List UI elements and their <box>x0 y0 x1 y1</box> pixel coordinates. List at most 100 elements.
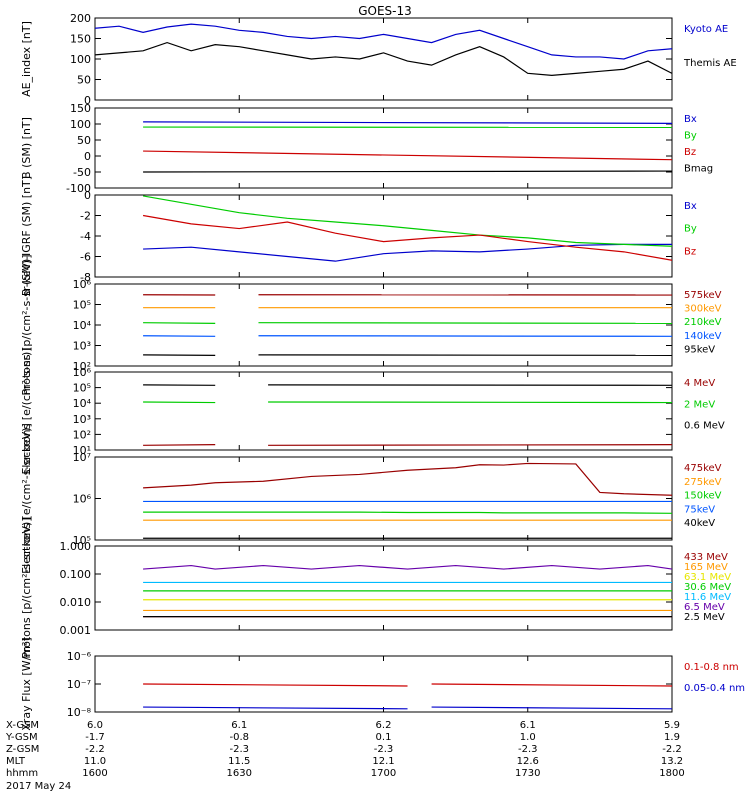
series-line-0-1-0-8-nm <box>143 683 408 687</box>
y-tick-label: -50 <box>73 166 91 179</box>
x-axis-value-z-gsm: -2.3 <box>518 744 538 755</box>
x-axis-value-mlt: 11.0 <box>84 756 106 767</box>
legend-entry: Themis AE <box>683 58 737 69</box>
series-line-475kev <box>143 462 673 496</box>
series-line-150kev <box>143 511 673 514</box>
x-axis-value-hhmm: 1800 <box>659 768 684 779</box>
legend-entry: Kyoto AE <box>684 24 728 35</box>
legend-entry: 2 MeV <box>684 399 715 410</box>
x-axis-row-label: hhmm <box>6 768 38 779</box>
panel-frame <box>94 371 673 451</box>
panel-frame <box>94 194 673 278</box>
series-line-bz <box>142 214 673 261</box>
panel-2: -100 -50 0 50 100 150 B (SM) [nT] Bx By Bz Bmag <box>20 102 713 195</box>
x-axis-value-mlt: 12.1 <box>372 756 394 767</box>
y-tick-label: 150 <box>70 102 91 115</box>
x-axis-value-mlt: 13.2 <box>661 756 683 767</box>
y-tick-label: 10³ <box>73 340 91 353</box>
x-axis-value-x-gsm: 6.2 <box>376 720 392 731</box>
legend-entry: By <box>684 224 697 235</box>
x-axis-value-x-gsm: 6.1 <box>231 720 247 731</box>
legend-entry: 210keV <box>684 317 722 328</box>
legend-entry: 30.6 MeV <box>684 582 731 593</box>
y-tick-label: -6 <box>80 251 91 264</box>
legend-entry: 275keV <box>684 477 722 488</box>
series-line-0-1-0-8-nm <box>431 683 673 687</box>
y-tick-label: 10⁵ <box>73 382 91 395</box>
series-line-2-mev <box>143 401 216 404</box>
y-tick-label: 10⁴ <box>73 397 92 410</box>
panel-7: 0.001 0.010 0.100 1.000 Protons [p/(cm²-s-sr… <box>20 517 731 658</box>
y-tick-label: 10⁻⁶ <box>67 650 92 663</box>
y-tick-label: 10⁵ <box>73 299 91 312</box>
x-axis-row-label: 2017 May 24 <box>6 781 71 792</box>
x-axis-value-hhmm: 1730 <box>515 768 540 779</box>
series-line-0-05-0-4-nm <box>143 706 408 710</box>
x-axis-value-y-gsm: 0.1 <box>376 732 392 743</box>
y-tick-label: 0 <box>84 94 91 107</box>
y-tick-label: -8 <box>80 271 91 284</box>
legend-entry: Bmag <box>684 164 713 175</box>
panel-5: 10¹ 10² 10³ 10⁴ 10⁵ 10⁶ Electrons [e/(cm²-s-sr… <box>20 347 725 474</box>
series-line-bx <box>143 121 673 124</box>
series-line-95kev <box>143 354 216 356</box>
x-axis-value-hhmm: 1600 <box>82 768 107 779</box>
x-axis-value-y-gsm: -1.7 <box>85 732 105 743</box>
series-line-bx <box>143 243 672 262</box>
legend-entry: 6.5 MeV <box>684 602 725 613</box>
panel-4: 10² 10³ 10⁴ 10⁵ 10⁶ Protons [p/(cm²-s-sr-keV)… <box>20 254 722 395</box>
y-tick-label: 150 <box>70 33 91 46</box>
legend-entry: 95keV <box>684 344 715 355</box>
x-axis-row-label: X-GSM <box>6 720 39 731</box>
series-line-bz <box>143 150 673 161</box>
series-line-210kev <box>258 322 673 324</box>
y-tick-label: 10⁷ <box>73 451 91 464</box>
y-axis-label: AE_index [nT] <box>20 21 33 97</box>
y-tick-label: 10⁵ <box>73 534 91 547</box>
x-axis-value-y-gsm: 1.0 <box>520 732 536 743</box>
y-axis-label: Protons [p/(cm²-s-sr-keV)] <box>20 517 33 658</box>
y-tick-label: 100 <box>70 53 91 66</box>
x-axis-value-y-gsm: -0.8 <box>229 732 249 743</box>
legend-entry: By <box>684 131 697 142</box>
y-tick-label: 0 <box>84 189 91 202</box>
y-tick-label: 10⁶ <box>73 493 92 506</box>
legend-entry: 575keV <box>684 290 722 301</box>
legend-entry: 475keV <box>684 463 722 474</box>
legend-entry: 40keV <box>684 518 715 529</box>
y-tick-label: 50 <box>77 74 91 87</box>
y-axis-label: Xray Flux [W/m²] <box>20 637 33 730</box>
y-tick-label: 10² <box>73 428 91 441</box>
y-tick-label: 10² <box>73 360 91 373</box>
x-axis-row-label: Y-GSM <box>5 732 38 743</box>
legend-entry: 11.6 MeV <box>684 592 731 603</box>
y-tick-label: 0.001 <box>60 624 92 637</box>
series-line-themis-ae <box>94 41 673 77</box>
legend-entry: 150keV <box>684 491 722 502</box>
x-axis-value-hhmm: 1630 <box>227 768 252 779</box>
plot-title: GOES-13 <box>358 4 412 18</box>
series-line-140kev <box>258 335 673 337</box>
series-line-2-mev <box>268 401 673 404</box>
legend-entry: 75keV <box>684 504 715 515</box>
y-tick-label: 10⁻⁸ <box>67 706 92 719</box>
panel-frame <box>94 107 673 189</box>
panel-3: -8 -6 -4 -2 0 B (SM)-IGRF (SM) [nT] Bx By Bz <box>20 176 697 296</box>
legend-entry: 433 MeV <box>684 552 728 563</box>
y-tick-label: 10⁶ <box>73 366 92 379</box>
y-axis-label: B (SM) [nT] <box>20 117 33 179</box>
y-tick-label: 10¹ <box>73 444 91 457</box>
panel-frame <box>94 17 673 101</box>
x-axis-value-mlt: 11.5 <box>228 756 250 767</box>
series-line-4-mev <box>268 444 673 446</box>
series-line-4-mev <box>143 444 216 446</box>
panel-8: 10⁻⁸ 10⁻⁷ 10⁻⁶ Xray Flux [W/m²] 0.1-0.8 nm 0.… <box>20 637 745 730</box>
y-tick-label: -100 <box>66 182 91 195</box>
series-line-95kev <box>258 354 673 356</box>
series-line-140kev <box>143 335 216 337</box>
series-line-6-5-mev <box>143 564 673 570</box>
panel-6: 10⁵ 10⁶ 10⁷ Electrons [e/(cm²-s-sr-keV)] 475… <box>20 423 722 574</box>
x-axis-row-label: Z-GSM <box>6 744 39 755</box>
legend-entry: Bz <box>684 246 696 257</box>
